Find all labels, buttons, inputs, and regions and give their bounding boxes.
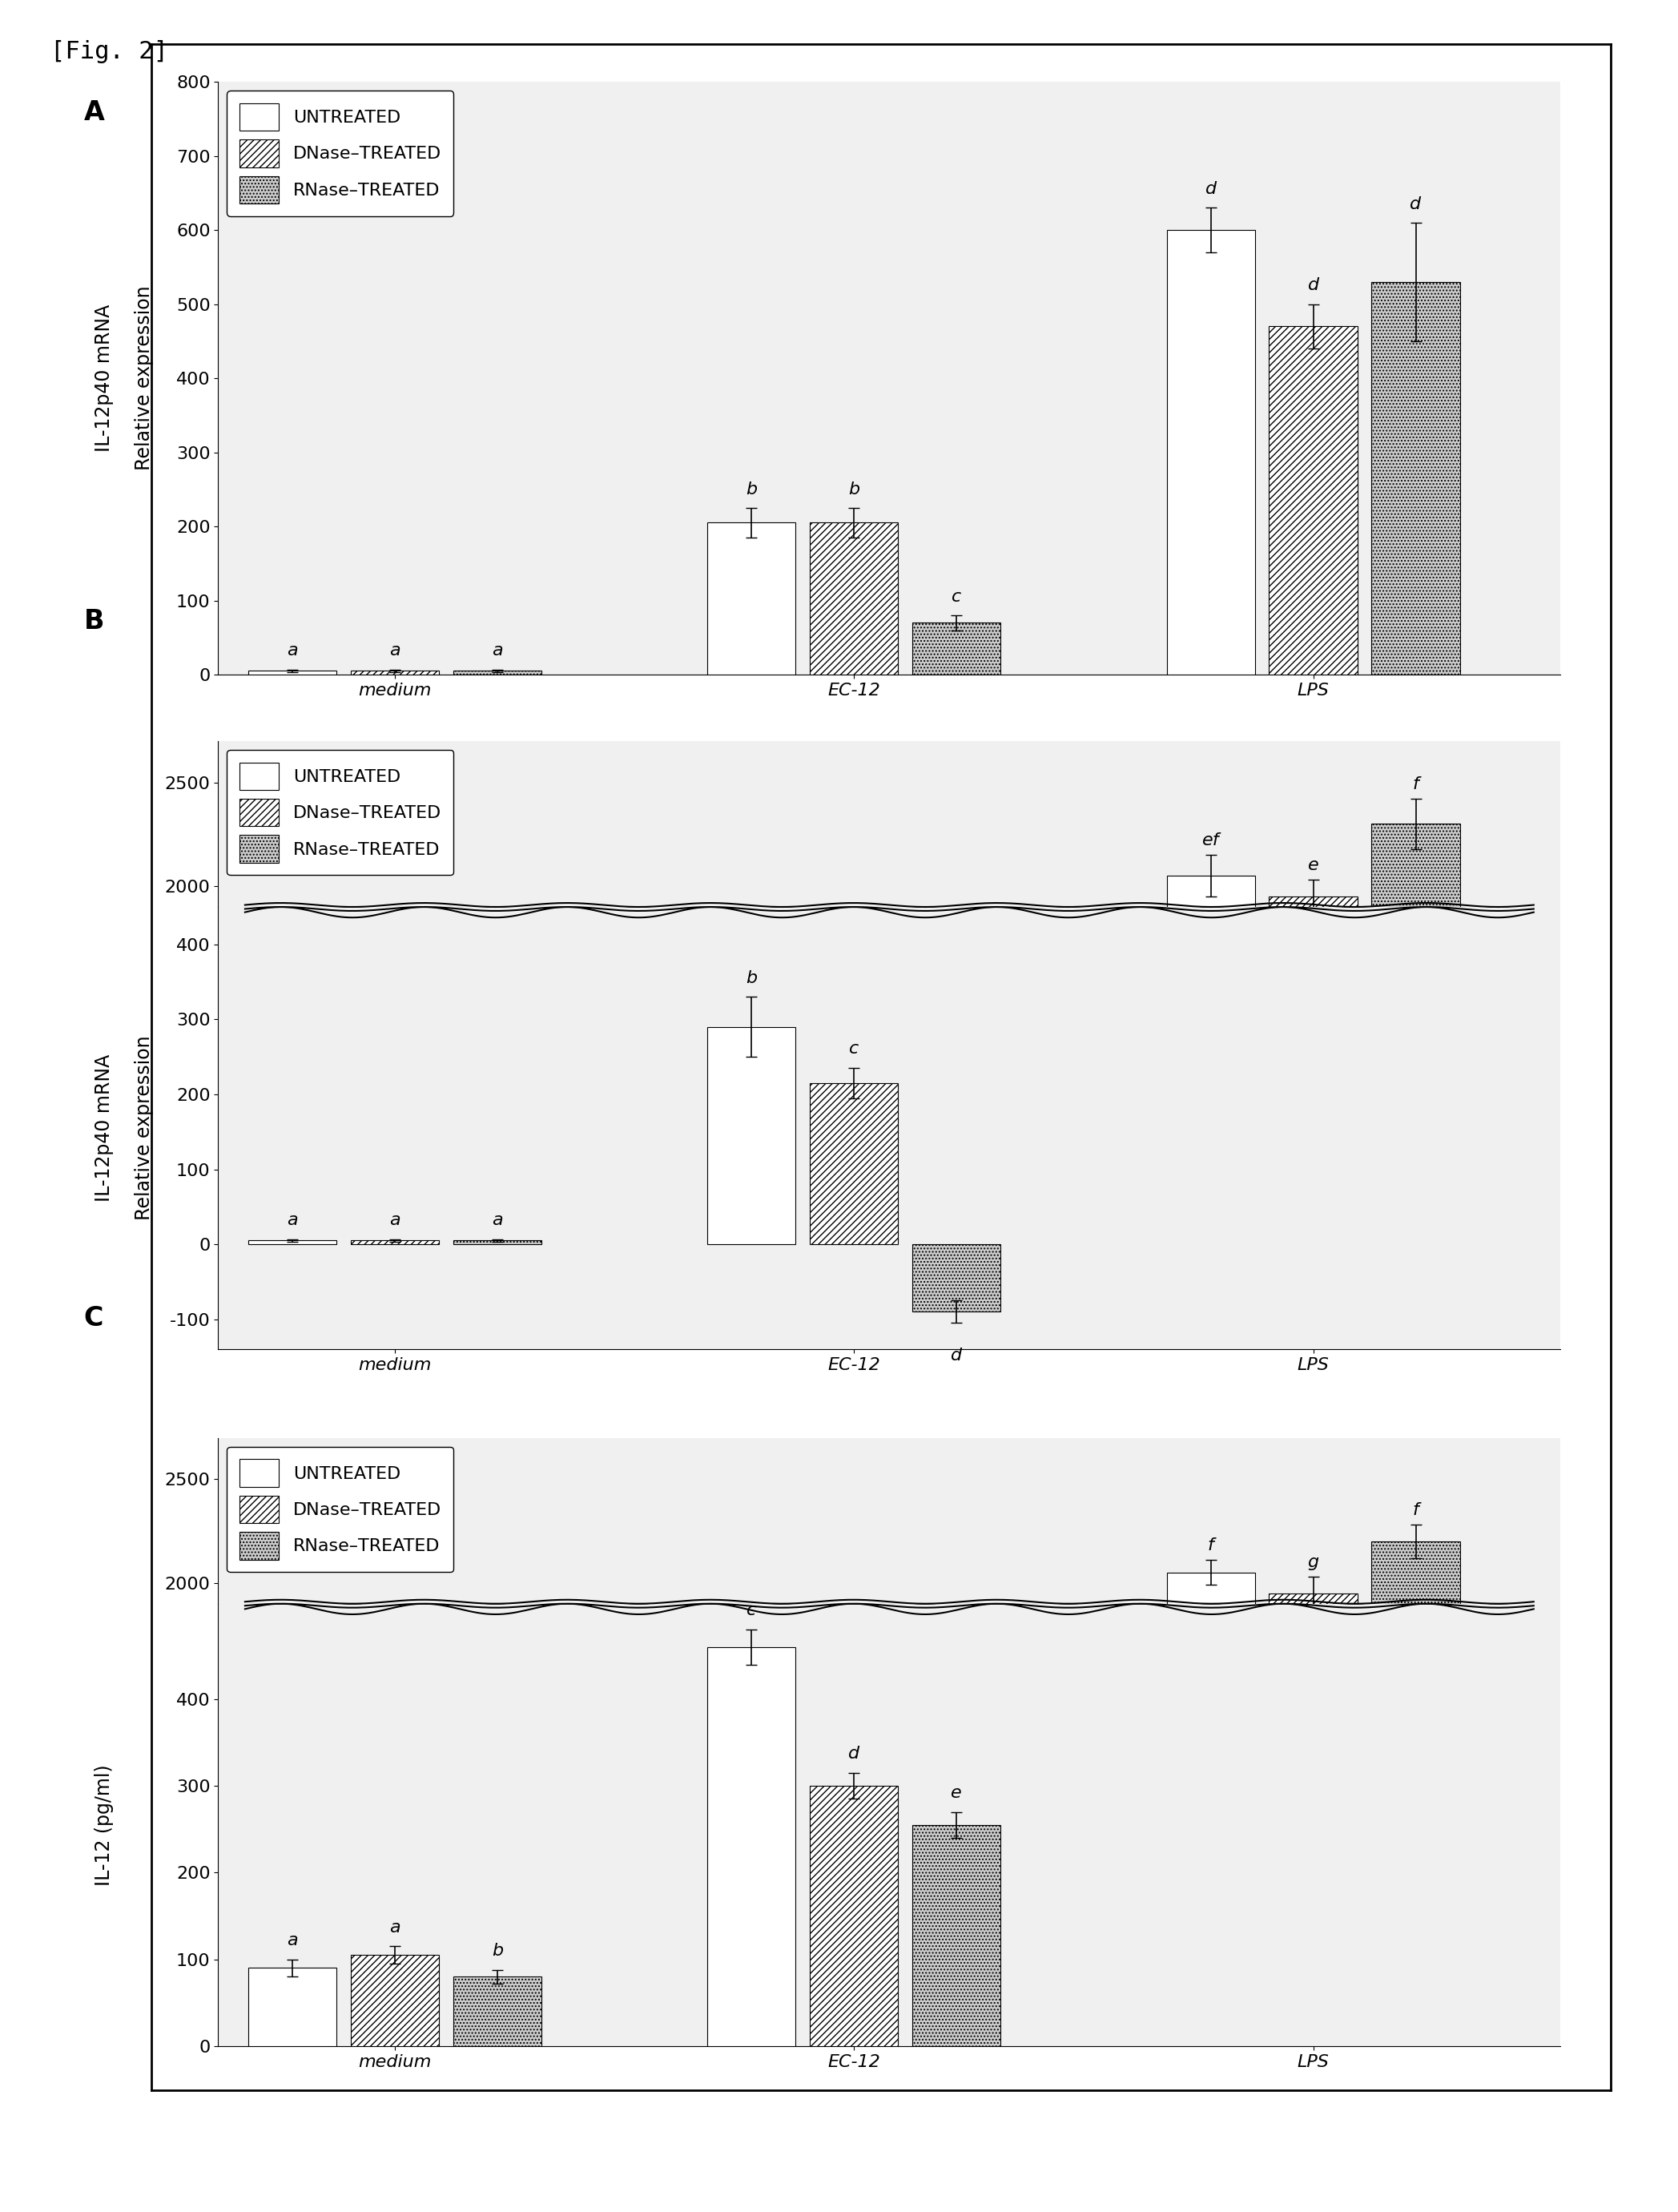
- Legend: UNTREATED, DNase–TREATED, RNase–TREATED: UNTREATED, DNase–TREATED, RNase–TREATED: [227, 1447, 453, 1573]
- Text: a: a: [389, 1920, 401, 1936]
- Legend: UNTREATED, DNase–TREATED, RNase–TREATED: UNTREATED, DNase–TREATED, RNase–TREATED: [227, 750, 453, 876]
- Text: e: e: [1307, 858, 1319, 874]
- Text: a: a: [287, 1933, 297, 1949]
- Text: IL-12 (pg/ml): IL-12 (pg/ml): [94, 1765, 114, 1885]
- Text: IL-12p40 mRNA: IL-12p40 mRNA: [94, 305, 114, 451]
- Bar: [453, 1241, 542, 1245]
- Text: a: a: [492, 1212, 503, 1228]
- Bar: [248, 1241, 337, 1245]
- Text: f: f: [1413, 776, 1420, 792]
- Text: d: d: [849, 1745, 859, 1761]
- Text: Relative expression: Relative expression: [134, 285, 154, 471]
- Bar: [1166, 876, 1255, 1301]
- Bar: [248, 670, 337, 675]
- Bar: [1269, 1593, 1358, 1997]
- Bar: [453, 1978, 542, 2046]
- Text: c: c: [951, 588, 961, 604]
- Bar: [810, 1785, 898, 2046]
- Text: a: a: [287, 644, 297, 659]
- Text: Relative expression: Relative expression: [134, 1035, 154, 1221]
- Text: d: d: [1307, 276, 1319, 294]
- Text: a: a: [287, 1212, 297, 1228]
- Bar: [810, 1084, 898, 1245]
- Bar: [1166, 1573, 1255, 1997]
- Text: ef: ef: [1201, 832, 1220, 849]
- Text: a: a: [389, 1212, 401, 1228]
- Bar: [1371, 1542, 1460, 1997]
- Bar: [913, 624, 1000, 675]
- Bar: [1269, 327, 1358, 675]
- Bar: [351, 1955, 440, 2046]
- Text: a: a: [389, 644, 401, 659]
- Text: b: b: [747, 482, 757, 498]
- Bar: [708, 1648, 795, 2046]
- Text: d: d: [1410, 197, 1421, 212]
- Text: b: b: [849, 482, 859, 498]
- Text: f: f: [1413, 1502, 1420, 1517]
- Bar: [248, 1969, 337, 2046]
- Text: g: g: [1307, 1555, 1319, 1571]
- Bar: [1269, 896, 1358, 1301]
- Text: a: a: [492, 644, 503, 659]
- Text: c: c: [849, 1042, 859, 1057]
- Bar: [1371, 825, 1460, 1301]
- Bar: [708, 1026, 795, 1245]
- Text: A: A: [84, 100, 104, 126]
- Text: b: b: [747, 969, 757, 987]
- Legend: UNTREATED, DNase–TREATED, RNase–TREATED: UNTREATED, DNase–TREATED, RNase–TREATED: [227, 91, 453, 217]
- Bar: [351, 670, 440, 675]
- Text: [Fig. 2]: [Fig. 2]: [50, 40, 168, 64]
- Bar: [708, 522, 795, 675]
- Text: f: f: [1208, 1537, 1213, 1553]
- Bar: [351, 1241, 440, 1245]
- Text: B: B: [84, 608, 104, 635]
- Text: C: C: [84, 1305, 104, 1332]
- Text: IL-12p40 mRNA: IL-12p40 mRNA: [94, 1055, 114, 1201]
- Bar: [1371, 281, 1460, 675]
- Bar: [913, 1825, 1000, 2046]
- Bar: [1166, 230, 1255, 675]
- Text: d: d: [951, 1347, 961, 1363]
- Text: d: d: [1205, 181, 1217, 197]
- Text: b: b: [492, 1942, 503, 1958]
- Text: c: c: [747, 1604, 757, 1619]
- Bar: [810, 522, 898, 675]
- Bar: [913, 1245, 1000, 1312]
- Bar: [453, 670, 542, 675]
- Text: e: e: [951, 1785, 961, 1801]
